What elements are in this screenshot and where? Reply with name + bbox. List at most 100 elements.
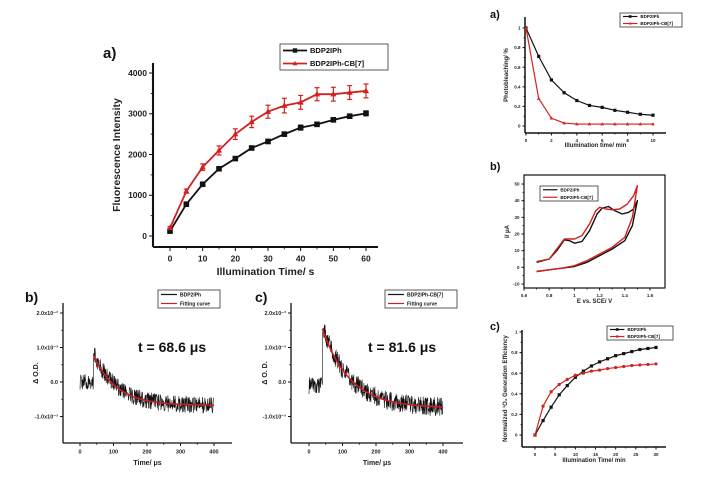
legend-label: BDP2IPh-CB[7]	[560, 195, 593, 200]
data-point	[622, 352, 626, 356]
cv-curve	[536, 199, 639, 273]
data-point	[166, 224, 174, 231]
panel-label: c)	[255, 289, 267, 305]
y-tick-label: 2.0x10⁻³	[36, 310, 58, 317]
data-point	[292, 60, 298, 66]
x-tick-label: 15	[593, 452, 599, 457]
data-point	[613, 122, 617, 126]
data-point	[638, 112, 642, 116]
data-point	[549, 405, 553, 409]
legend-label: BDP2IPh-CB[7]	[310, 59, 365, 68]
data-point	[313, 90, 321, 97]
data-point	[628, 21, 632, 25]
x-tick-label: 200	[142, 450, 151, 456]
legend-label: Fitting curve	[407, 301, 437, 307]
data-point	[346, 89, 353, 95]
y-axis-title: Photobleaching/ %	[504, 48, 510, 102]
data-point	[330, 117, 337, 123]
y-tick-label: 0.8	[511, 350, 518, 355]
x-tick-label: 0.8	[546, 293, 553, 298]
data-point	[199, 163, 206, 170]
y-tick-label: 3000	[128, 109, 147, 119]
data-point	[573, 373, 577, 377]
data-point	[557, 393, 561, 397]
x-axis-title: Illumination Time/ s	[217, 266, 315, 278]
panel-label: b)	[490, 161, 501, 173]
y-tick-label: 2.0x10⁻³	[264, 310, 286, 317]
y-tick-label: -1.0x10⁻³	[263, 413, 287, 420]
x-tick-label: 400	[438, 450, 447, 456]
data-point	[654, 362, 658, 366]
x-tick-label: 20	[613, 452, 619, 457]
data-point	[606, 357, 610, 361]
x-tick-label: 10	[650, 138, 656, 143]
data-point	[626, 110, 630, 114]
data-point	[581, 369, 585, 373]
data-point	[575, 122, 579, 126]
y-tick-label: -1.0x10⁻³	[35, 413, 59, 420]
legend-label: BDP2IPh-CB[7]	[640, 21, 673, 26]
lifetime-annotation: t = 68.6 μs	[138, 339, 206, 355]
data-point	[625, 122, 630, 126]
data-point	[537, 54, 541, 59]
legend-label: BDP2IPh	[560, 187, 579, 192]
y-tick-label: 0.2	[511, 412, 518, 417]
x-tick-label: 40	[296, 254, 306, 264]
data-point	[630, 363, 634, 368]
x-tick-label: 30	[653, 452, 659, 457]
data-point	[297, 124, 304, 131]
chart-panel_b: b) 0 100 200 300 400 -1.0x10⁻³ 0.0 1.0x10⁻³ 2.0x1…	[25, 289, 232, 467]
legend: BDP2IPh BDP2IPh-CB[7]	[619, 12, 683, 28]
x-tick-label: 2	[550, 138, 553, 143]
cv-curve	[536, 184, 639, 273]
series-bdp2iph	[524, 26, 655, 117]
series-fitting-curve	[92, 354, 214, 407]
data-point	[614, 354, 618, 358]
data-point	[581, 371, 586, 375]
data-point	[565, 377, 569, 381]
data-point	[346, 113, 353, 119]
y-tick-label: 40	[514, 198, 520, 203]
data-point	[248, 118, 255, 125]
data-point	[549, 390, 553, 394]
y-axis-title: Normalized ¹O₂ Generation Efficiency	[502, 334, 509, 441]
x-tick-label: 0	[534, 452, 537, 457]
x-tick-label: 25	[633, 452, 639, 457]
chart-panel_c: c) 0 100 200 300 400 -1.0x10⁻³ 0.0 1.0x10⁻³ 2.0x1…	[255, 289, 463, 467]
x-tick-label: 200	[371, 450, 380, 456]
y-tick-label: 0.6	[511, 371, 518, 376]
legend: BDP2IPh-CB[7] Fitting curve	[384, 289, 458, 309]
data-point	[651, 122, 655, 126]
lifetime-annotation: t = 81.6 μs	[368, 339, 436, 355]
series-fitting-curve	[321, 328, 443, 408]
x-tick-label: 0	[168, 254, 173, 264]
x-tick-label: 0	[307, 450, 310, 456]
data-point	[533, 433, 537, 437]
data-point	[589, 369, 594, 373]
legend-label: BDP2IPh	[310, 46, 342, 55]
x-axis-title: Illumination Time/ min	[562, 458, 626, 464]
data-point	[651, 113, 655, 117]
series-line	[534, 363, 657, 436]
data-point	[573, 375, 577, 379]
data-point	[638, 122, 643, 126]
data-point	[597, 360, 602, 364]
data-point	[646, 362, 650, 367]
series-bdp2iph	[167, 110, 369, 234]
y-tick-label: 0	[142, 231, 147, 241]
fit-curve	[321, 328, 443, 408]
x-tick-label: 50	[329, 254, 339, 264]
panel-label: b)	[25, 289, 38, 305]
data-point	[597, 368, 602, 372]
series-bdp2iph	[536, 199, 639, 273]
data-point	[314, 121, 320, 128]
y-tick-label: 0	[517, 265, 520, 270]
y-tick-label: 0.4	[511, 391, 518, 396]
legend-box	[279, 43, 389, 71]
x-tick-label: 1.2	[596, 293, 603, 298]
x-tick-label: 5	[554, 452, 557, 457]
panel-label: a)	[103, 45, 116, 62]
x-tick-label: 100	[109, 450, 118, 456]
y-tick-label: 10	[514, 248, 520, 253]
